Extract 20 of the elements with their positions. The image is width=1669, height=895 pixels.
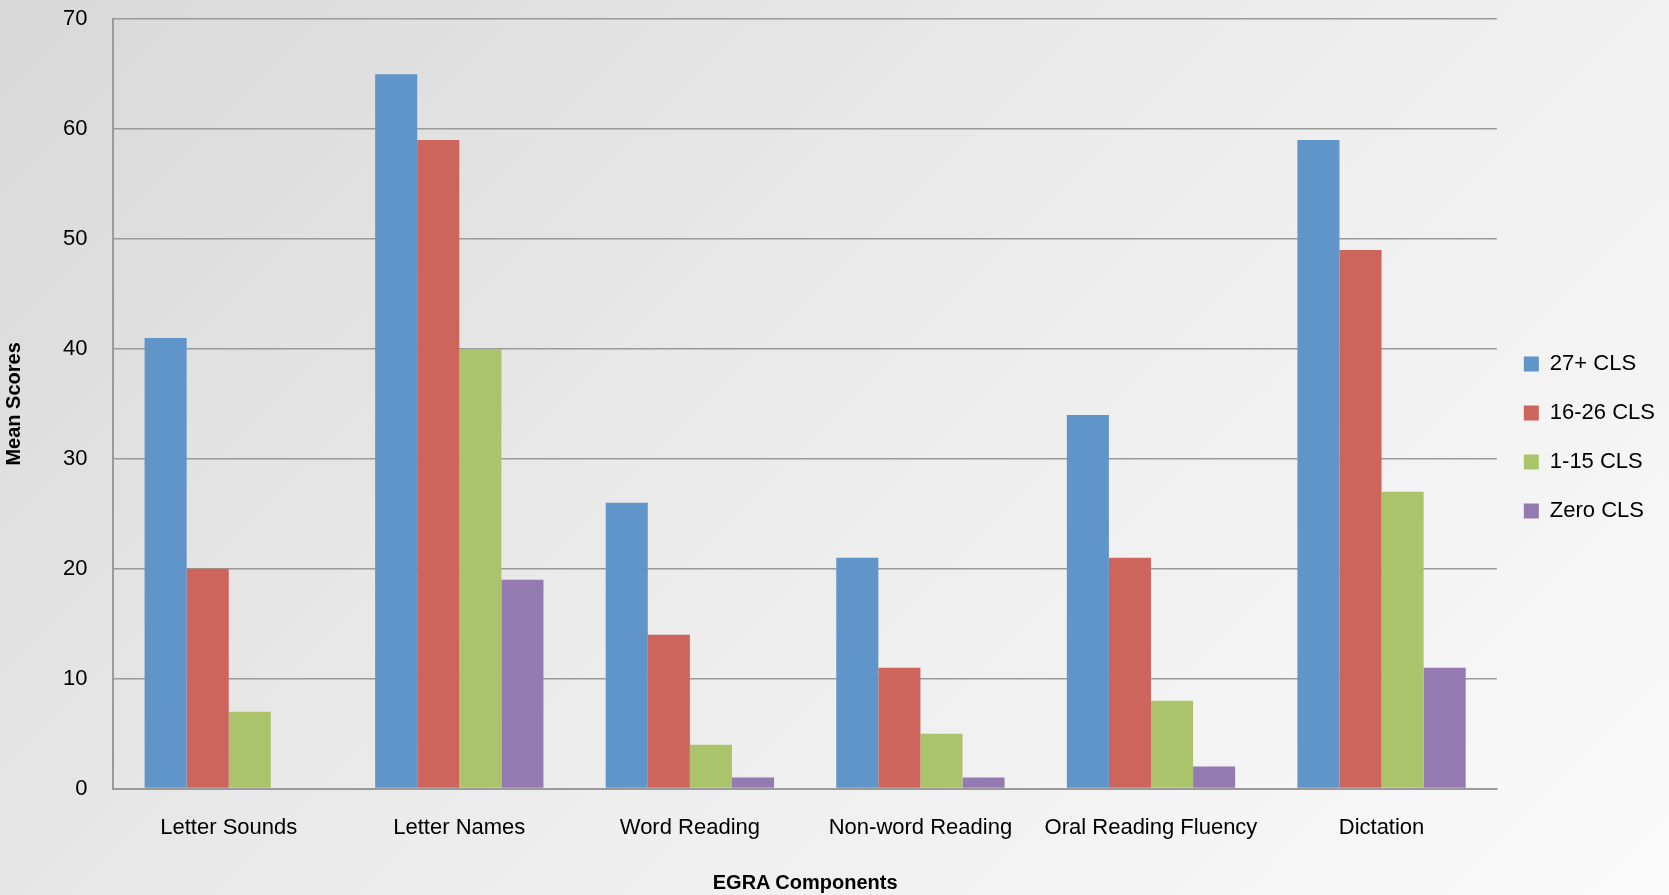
legend-label: Zero CLS	[1549, 497, 1644, 523]
y-tick-label: 40	[62, 335, 88, 361]
y-axis-title: Mean Scores	[1, 342, 24, 466]
x-tick-label: Dictation	[1338, 813, 1425, 839]
x-tick-label: Letter Sounds	[160, 813, 298, 839]
y-tick-label: 50	[62, 225, 88, 251]
y-tick-label: 10	[62, 664, 88, 690]
y-tick-label: 60	[62, 115, 88, 141]
y-tick-label: 20	[62, 554, 88, 580]
legend-label: 27+ CLS	[1549, 350, 1637, 376]
legend-label: 16-26 CLS	[1549, 399, 1656, 425]
y-tick-label: 0	[75, 774, 88, 800]
y-tick-label: 30	[62, 444, 88, 470]
legend-label: 1-15 CLS	[1549, 448, 1643, 474]
y-tick-label: 70	[62, 5, 88, 31]
x-tick-label: Oral Reading Fluency	[1044, 813, 1258, 839]
x-tick-label: Word Reading	[619, 813, 760, 839]
x-tick-label: Non-word Reading	[828, 813, 1013, 839]
x-tick-label: Letter Names	[393, 813, 526, 839]
x-axis-title: EGRA Components	[712, 870, 898, 893]
